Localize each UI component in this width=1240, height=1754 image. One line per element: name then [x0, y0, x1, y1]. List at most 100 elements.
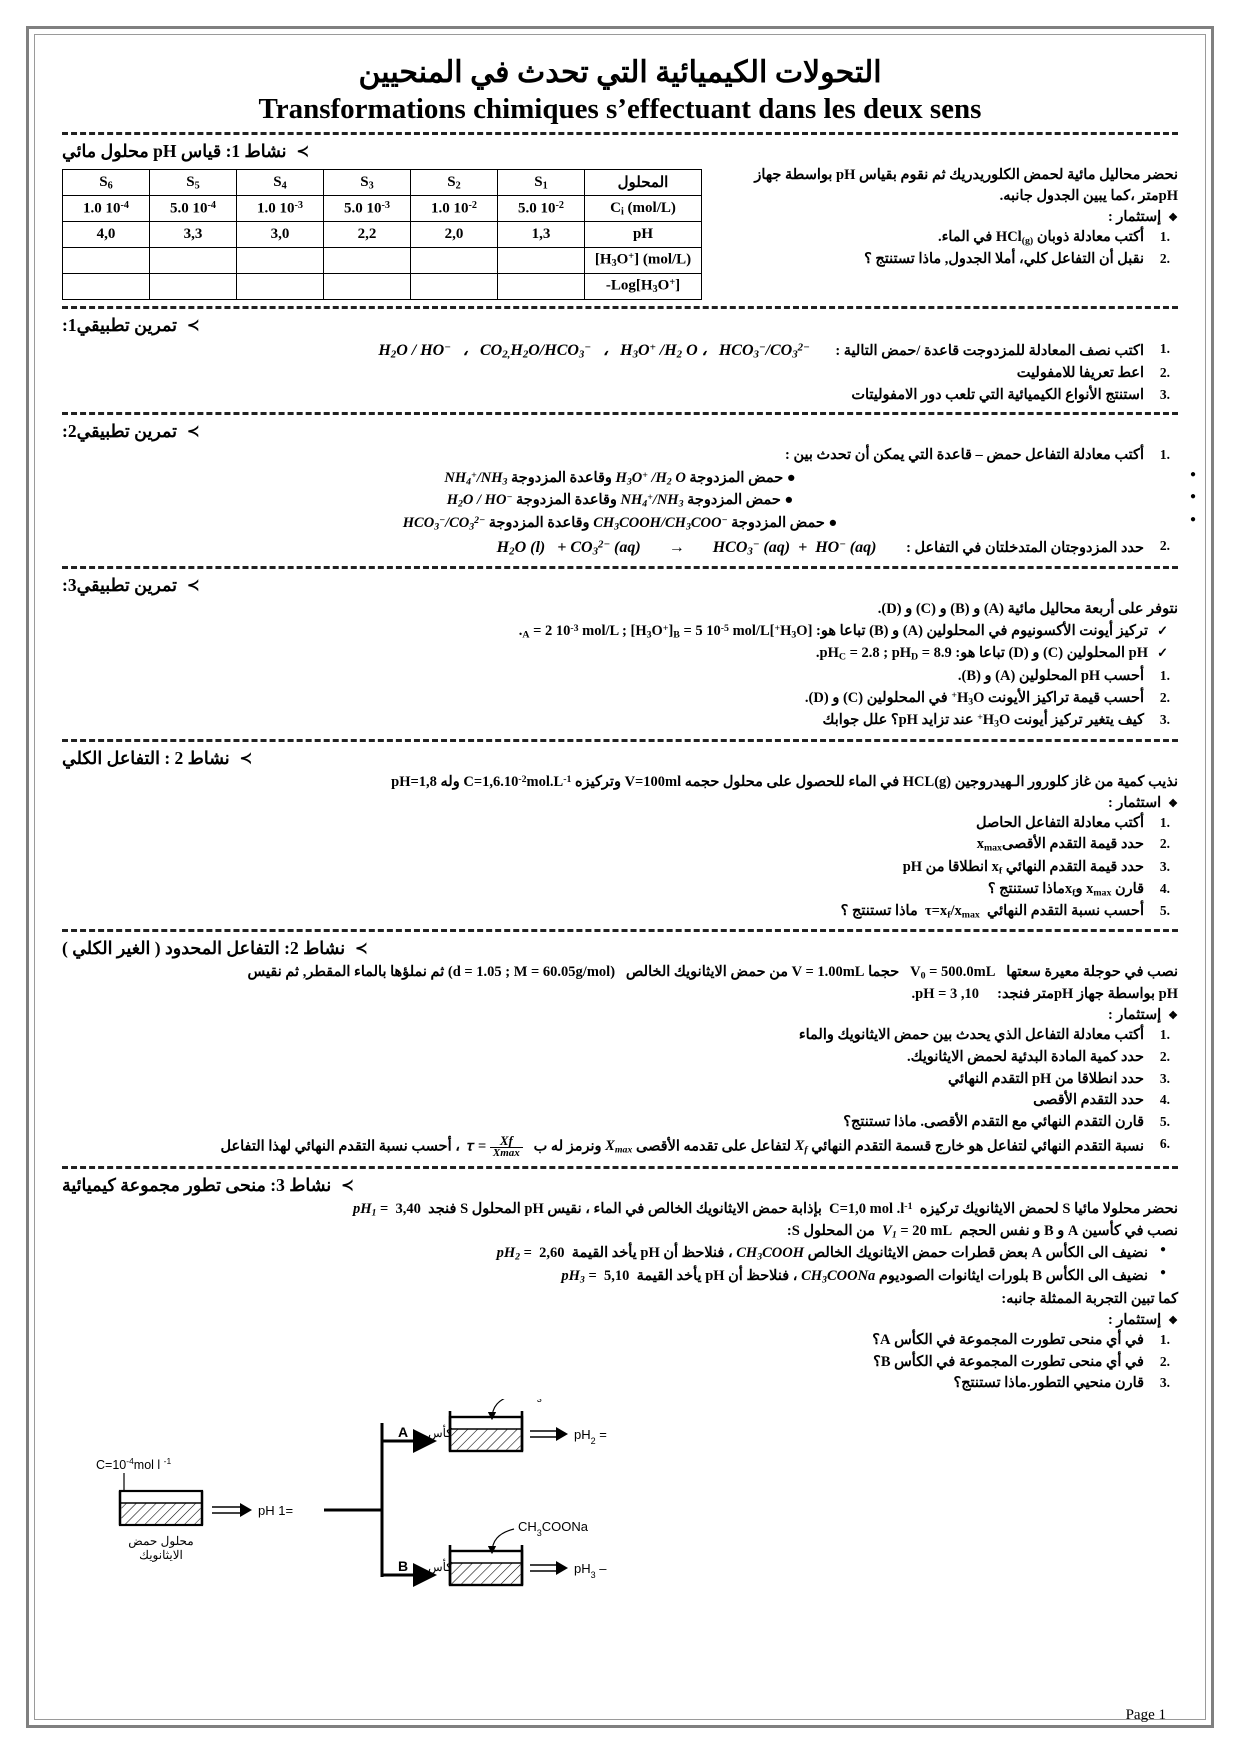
table-cell: 4,0 [62, 220, 150, 248]
beakerB-output-arrow [530, 1561, 568, 1576]
activity2a-heading-label: نشاط 2 : التفاعل الكلي [62, 747, 230, 768]
bullet-arrow-icon: ≻ [355, 941, 368, 958]
list-item: أكتب معادلة التفاعل حمض – قاعدة التي يمك… [784, 445, 1170, 465]
activity1-items: أكتب معادلة ذوبان HCl(g) في الماء. نقبل … [712, 227, 1178, 271]
table-cell: S2 [410, 168, 498, 196]
list-item: في أي منحى تطورت المجموعة في الكأس B؟ [873, 1352, 1170, 1372]
table-cell: 1.0 10-3 [236, 194, 324, 222]
activity1-heading-label: نشاط 1: قياس pH محلول مائي [62, 140, 287, 161]
source-beaker [118, 1490, 204, 1527]
activity3-exploit-label: إستثمار : [62, 1312, 1178, 1329]
beakerA-word: كأس [428, 1424, 452, 1440]
list-item: أحسب نسبة التقدم النهائي τ=xf/xmax ماذا … [840, 901, 1170, 921]
exercise2-heading: ≻ تمرين تطبيقي2: [62, 421, 1178, 442]
list-item: ● حمض المزدوجة CH3COOH/CH3COO− وقاعدة ال… [62, 512, 1196, 535]
list-item: قارن التقدم النهائي مع التقدم الأقصى. ما… [843, 1112, 1170, 1132]
list-item: حدد كمية المادة البدئية لحمض الايثانويك. [907, 1047, 1170, 1067]
table-cell: 1.0 10-4 [62, 194, 150, 222]
table-cell: S1 [497, 168, 585, 196]
source-caption-line2: الايثانويك [139, 1548, 183, 1562]
activity3-heading: ≻ نشاط 3: منحى تطور مجموعة كيميائية [62, 1175, 1178, 1196]
list-item: حدد انطلاقا من pH التقدم النهائي [947, 1069, 1170, 1089]
activity1-row: S6 S5 S4 S3 S2 S1 المحلول 1.0 10-4 5.0 1… [62, 165, 1178, 300]
source-ph-label: pH 1= [258, 1503, 293, 1518]
tau-denominator: Xmax [492, 1147, 520, 1160]
exercise3-items: أحسب pH المحلولين (A) و (B). أحسب قيمة ت… [62, 666, 1178, 732]
exercise1-item1-label: اكتب نصف المعادلة للمزدوجت قاعدة /حمض ال… [835, 342, 1144, 359]
tau-numerator: Xf [489, 1134, 523, 1149]
beakerA-output-arrow [530, 1427, 568, 1442]
activity2b-items: أكتب معادلة التفاعل الذي يحدث بين حمض ال… [62, 1025, 1178, 1160]
beakerB-label: B [398, 1558, 408, 1574]
list-item: في أي منحى تطورت المجموعة في الكأس A؟ [872, 1330, 1170, 1350]
table-header-row: S6 S5 S4 S3 S2 S1 المحلول [62, 168, 702, 196]
page-border-inner [34, 34, 1206, 1720]
activity1-heading: ≻ نشاط 1: قياس pH محلول مائي [62, 141, 1178, 162]
exercise3-heading-label: تمرين تطبيقي3: [62, 574, 178, 595]
bullet-arrow-icon: ≻ [296, 143, 310, 160]
exercise1-heading: ≻ تمرين تطبيقي1: [62, 315, 1178, 336]
activity3-line1: نحضر محلولا مائيا S لحمض الايثانويك تركي… [352, 1200, 1178, 1219]
section-divider [62, 412, 1178, 416]
list-item: حدد التقدم الأقصى [1033, 1090, 1170, 1110]
bullet-arrow-icon: ≻ [341, 1177, 354, 1194]
activity2b-heading-label: نشاط 2: التفاعل المحدود ( الغير الكلي ) [62, 938, 346, 959]
list-item: ● حمض المزدوجة NH4+/NH3 وقاعدة المزدوجة … [62, 489, 1196, 512]
table-cell-empty [323, 272, 411, 300]
section-divider [62, 929, 1178, 933]
beakerA-reagent: CH3COOH [518, 1399, 581, 1404]
list-item: استنتج الأنواع الكيميائية التي تلعب دور … [851, 385, 1170, 405]
activity2a-items: أكتب معادلة التفاعل الحاصل حدد قيمة التق… [62, 813, 1178, 924]
table-cell: 2,2 [323, 220, 411, 248]
ph-measurement-table: S6 S5 S4 S3 S2 S1 المحلول 1.0 10-4 5.0 1… [62, 168, 702, 300]
activity1-intro-line2: pHمتر ،كما يبين الجدول جانبه. [999, 187, 1178, 204]
bullet-arrow-icon: ≻ [187, 317, 200, 334]
activity1-exploit-label: إستثمار : [712, 209, 1178, 226]
source-concentration-label: C=10-4mol l -1 [96, 1456, 172, 1472]
list-item: أكتب معادلة التفاعل الذي يحدث بين حمض ال… [798, 1025, 1170, 1045]
table-cell-empty [62, 272, 150, 300]
exercise3-checks: تركيز أيونت الأكسونيوم في المحلولين (A) … [62, 621, 1178, 665]
table-row-header: pH [584, 220, 702, 248]
activity2a-heading: ≻ نشاط 2 : التفاعل الكلي [62, 748, 1178, 769]
table-cell: 5.0 10-3 [323, 194, 411, 222]
table-cell-empty [323, 246, 411, 274]
table-row-header: المحلول [584, 168, 702, 196]
page-border-outer [26, 26, 1214, 1728]
table-cell: S6 [62, 168, 150, 196]
activity3-line2: نصب في كأسين A و B و نفس الحجم V1 = 20 m… [786, 1222, 1178, 1241]
table-cell-empty [236, 246, 324, 274]
exercise3-intro: نتوفر على أربعة محاليل مائية (A) و (B) و… [877, 600, 1178, 617]
list-item: أكتب معادلة التفاعل الحاصل [976, 813, 1170, 833]
activity2b-heading: ≻ نشاط 2: التفاعل المحدود ( الغير الكلي … [62, 938, 1178, 959]
exercise2-item2-label: حدد المزدوجتان المتدخلتان في التفاعل : [906, 539, 1144, 556]
list-item: ● حمض المزدوجة H3O+ /H2 O وقاعدة المزدوج… [62, 467, 1196, 490]
table-cell-empty [497, 272, 585, 300]
source-caption-line1: محلول حمض [128, 1534, 193, 1548]
beakerA-ph-label: pH2 = [574, 1427, 607, 1446]
table-cell: 5.0 10-2 [497, 194, 585, 222]
beakerB-word: كأس [428, 1558, 452, 1574]
table-cell: 3,3 [149, 220, 237, 248]
exercise2-items: أكتب معادلة التفاعل حمض – قاعدة التي يمك… [62, 445, 1178, 467]
activity3-items: في أي منحى تطورت المجموعة في الكأس A؟ في… [62, 1330, 1178, 1395]
section-divider [62, 738, 1178, 742]
activity2b-intro-line1: نصب في حوجلة معيرة سعتها V0 = 500.0mL حج… [247, 964, 1178, 982]
beaker-B [448, 1545, 524, 1587]
list-item: نقبل أن التفاعل كلي، أملا الجدول, ماذا ت… [864, 249, 1170, 269]
table-row-header: [H3O+] (mol/L) [584, 246, 702, 274]
table-row-header: -Log[H3O+] [584, 272, 702, 300]
table-cell-empty [62, 246, 150, 274]
table-row-header: Ci (mol/L) [584, 194, 702, 222]
list-item: أكتب معادلة ذوبان HCl(g) في الماء. [937, 227, 1170, 247]
table-row: [H3O+] (mol/L) [62, 246, 702, 274]
list-item: pH المحلولين (C) و (D) تباعا هو: pHC = 2… [62, 643, 1168, 665]
beakerB-reagent: CH3COONa [518, 1519, 589, 1538]
activity2b-intro-line2: pH بواسطة جهاز pHمتر فنجد: pH = 3 ,10. [911, 986, 1179, 1002]
source-output-arrow [212, 1503, 252, 1518]
list-item: اعط تعريفا للامفوليت [1016, 363, 1170, 383]
bullet-arrow-icon: ≻ [187, 424, 200, 441]
table-cell: S5 [149, 168, 237, 196]
table-row: 1.0 10-4 5.0 10-4 1.0 10-3 5.0 10-3 1.0 … [62, 194, 702, 222]
